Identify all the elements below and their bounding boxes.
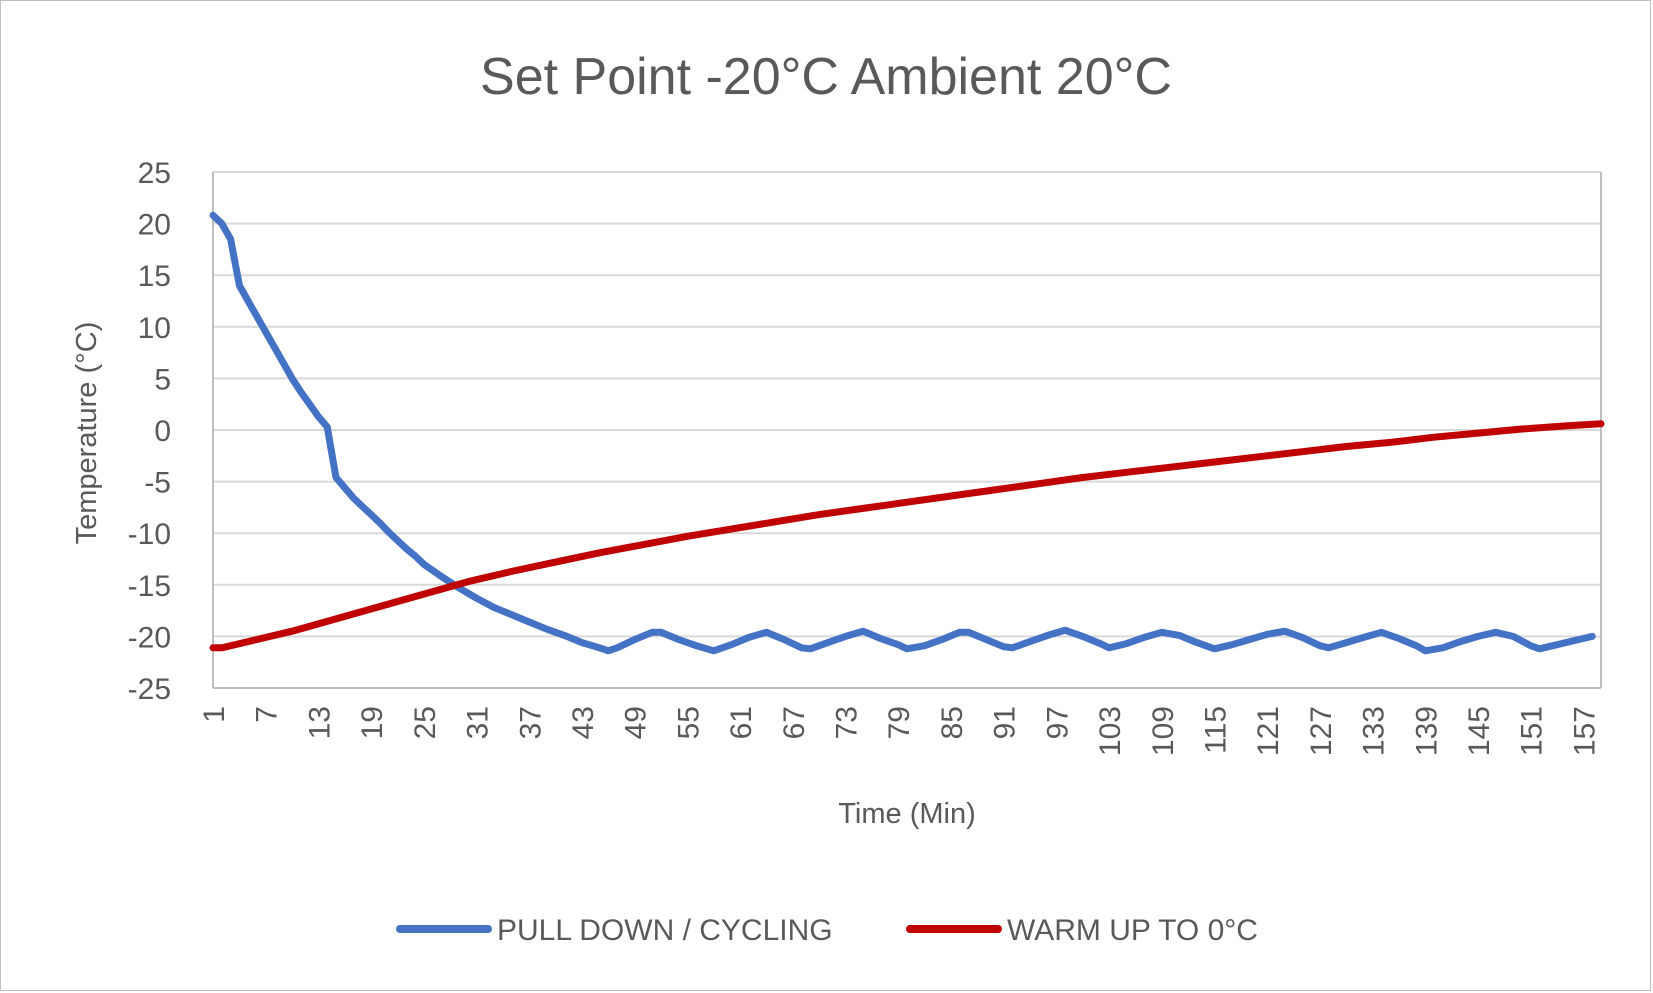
x-tick-label: 85 <box>936 706 969 739</box>
series-lines <box>209 211 1605 655</box>
x-tick-label: 91 <box>989 706 1022 739</box>
grid-lines <box>212 171 1602 689</box>
x-tick-label: 55 <box>672 706 705 739</box>
x-tick-label: 97 <box>1041 706 1074 739</box>
legend-label-warm-up: WARM UP TO 0°C <box>1007 914 1258 947</box>
x-tick-label: 115 <box>1199 706 1232 754</box>
series-line-0 <box>209 211 1596 655</box>
series-line-1 <box>209 420 1605 652</box>
chart-title: Set Point -20°C Ambient 20°C <box>480 48 1172 106</box>
x-tick-label: 103 <box>1094 706 1127 756</box>
x-tick-label: 127 <box>1305 706 1338 756</box>
x-tick-label: 1 <box>198 706 231 723</box>
x-tick-label: 133 <box>1358 706 1391 756</box>
y-tick-label: 15 <box>138 260 171 293</box>
x-tick-label: 121 <box>1252 706 1285 756</box>
y-tick-label: 25 <box>138 157 171 190</box>
x-tick-label: 13 <box>303 706 336 739</box>
x-tick-label: 7 <box>251 706 284 723</box>
x-tick-label: 31 <box>462 706 495 739</box>
x-tick-label: 157 <box>1568 706 1601 756</box>
y-tick-label: 5 <box>154 363 171 396</box>
x-tick-label: 25 <box>409 706 442 739</box>
x-tick-label: 37 <box>514 706 547 739</box>
legend-label-pull-down: PULL DOWN / CYCLING <box>497 914 833 947</box>
x-axis-ticks: 1 7 13 19 25 31 37 43 49 55 61 67 73 79 85 91 97 103 109 11… <box>198 706 1601 756</box>
x-tick-label: 79 <box>883 706 916 739</box>
x-tick-label: 61 <box>725 706 758 739</box>
x-tick-label: 49 <box>620 706 653 739</box>
y-axis-ticks: 25 20 15 10 5 0 -5 -10 -15 -20 -25 <box>128 157 171 706</box>
legend: PULL DOWN / CYCLING WARM UP TO 0°C <box>396 914 1258 947</box>
y-tick-label: -5 <box>144 467 171 500</box>
y-tick-label: 10 <box>138 312 171 345</box>
x-tick-label: 73 <box>831 706 864 739</box>
y-axis-label: Temperature (°C) <box>71 322 103 545</box>
x-axis-label: Time (Min) <box>838 798 975 830</box>
y-tick-label: 20 <box>138 209 171 242</box>
x-tick-label: 139 <box>1410 706 1443 756</box>
x-tick-label: 19 <box>356 706 389 739</box>
x-tick-label: 43 <box>567 706 600 739</box>
x-tick-label: 109 <box>1147 706 1180 756</box>
y-tick-label: 0 <box>154 415 171 448</box>
x-tick-label: 67 <box>778 706 811 739</box>
y-tick-label: -25 <box>128 673 171 706</box>
x-tick-label: 151 <box>1516 706 1549 756</box>
y-tick-label: -20 <box>128 621 171 654</box>
x-tick-label: 145 <box>1463 706 1496 756</box>
y-tick-label: -10 <box>128 518 171 551</box>
y-tick-label: -15 <box>128 570 171 603</box>
